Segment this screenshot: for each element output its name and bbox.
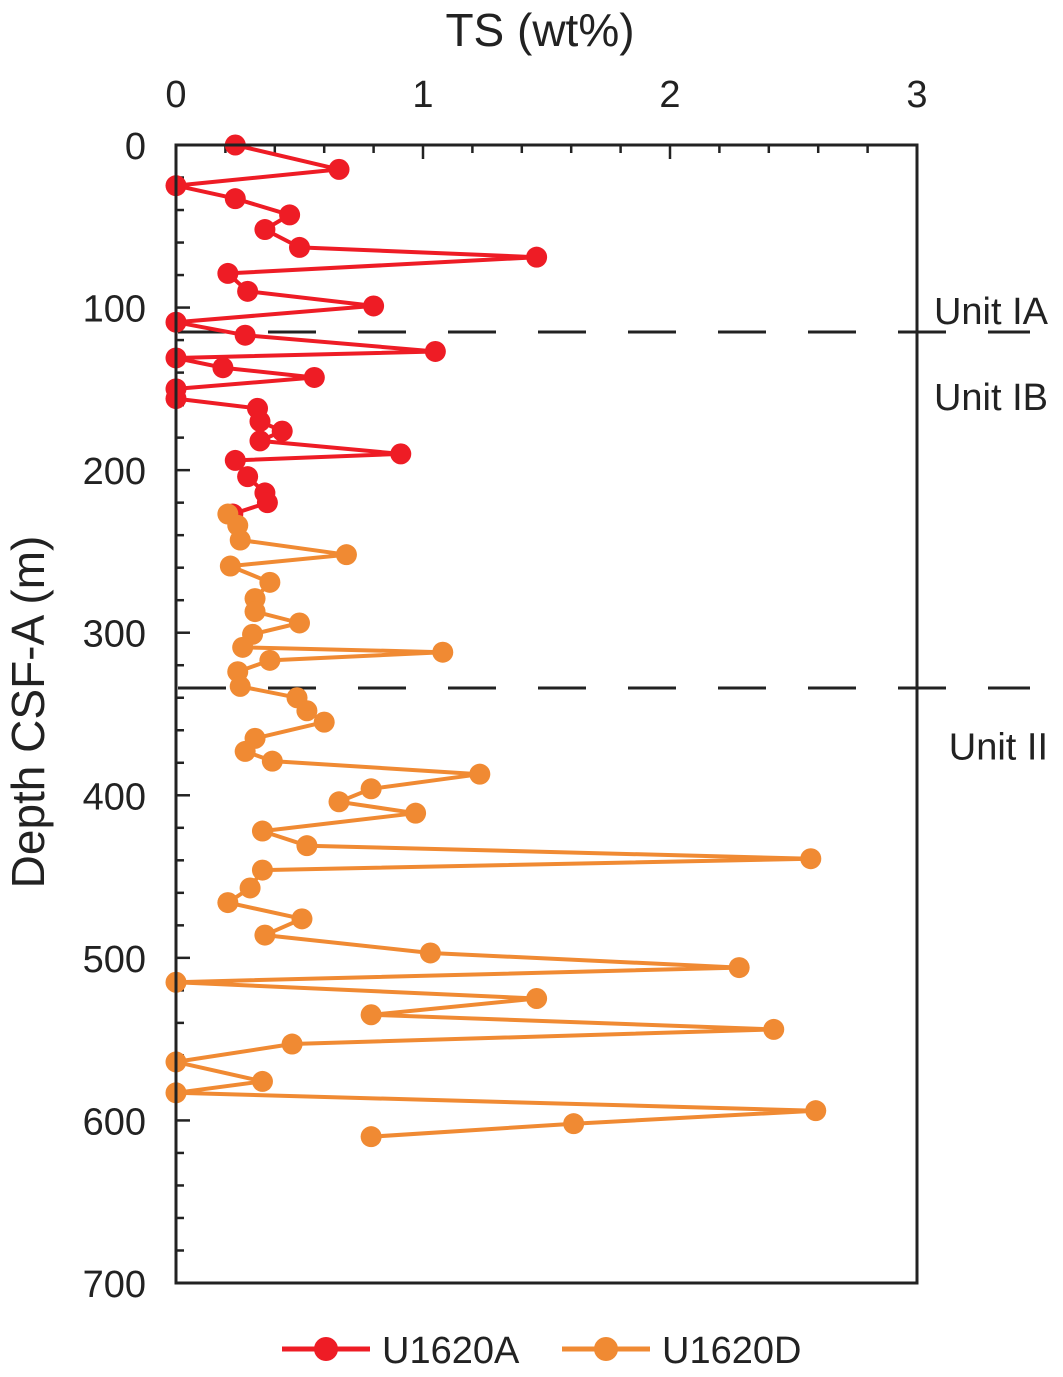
data-point — [360, 1126, 382, 1148]
unit-label: Unit IB — [934, 377, 1048, 419]
unit-label: Unit II — [949, 727, 1048, 769]
data-point — [234, 740, 256, 762]
y-tick-label: 600 — [83, 1101, 146, 1143]
data-point — [271, 420, 293, 442]
plot-frame — [174, 143, 919, 1285]
data-point — [360, 1004, 382, 1026]
x-tick-label: 0 — [165, 74, 186, 116]
data-point — [217, 262, 239, 284]
data-point — [224, 449, 246, 471]
data-point — [335, 544, 357, 566]
data-point — [363, 295, 385, 317]
legend-marker — [594, 1337, 618, 1361]
series-u1620a — [165, 134, 548, 525]
legend-label: U1620A — [382, 1330, 520, 1372]
data-point — [249, 430, 271, 452]
data-point — [251, 859, 273, 881]
data-point — [405, 802, 427, 824]
data-point — [254, 924, 276, 946]
data-point — [432, 641, 454, 663]
x-tick-label: 3 — [906, 74, 927, 116]
data-point — [229, 675, 251, 697]
y-axis-title: Depth CSF-A (m) — [2, 536, 54, 889]
data-point — [237, 280, 259, 302]
data-point — [259, 649, 281, 671]
unit-labels: Unit IA Unit IB Unit II — [934, 291, 1049, 769]
data-point — [244, 601, 266, 623]
data-point — [212, 357, 234, 379]
data-point — [390, 443, 412, 465]
x-axis-title: TS (wt%) — [445, 4, 634, 56]
data-point — [279, 204, 301, 226]
data-point — [249, 410, 271, 432]
data-point — [229, 529, 251, 551]
data-point — [328, 158, 350, 180]
series-u1620d — [165, 503, 827, 1148]
data-point — [289, 236, 310, 258]
y-axis: 0 100 200 300 400 500 600 700 — [83, 126, 190, 1306]
data-point — [526, 246, 548, 268]
data-point — [289, 612, 310, 634]
data-point — [800, 848, 822, 870]
legend-label: U1620D — [662, 1330, 801, 1372]
data-point — [251, 1070, 273, 1092]
data-point — [296, 835, 318, 857]
data-point — [313, 711, 335, 733]
data-point — [224, 188, 246, 210]
series-layer — [165, 134, 827, 1148]
data-point — [728, 957, 750, 979]
data-point — [254, 219, 276, 241]
unit-boundaries — [178, 330, 1030, 690]
data-point — [281, 1033, 303, 1055]
data-point — [328, 791, 350, 813]
y-tick-label: 300 — [83, 614, 146, 656]
data-point — [805, 1100, 827, 1122]
data-point — [251, 820, 273, 842]
legend-marker — [314, 1337, 338, 1361]
y-tick-label: 0 — [125, 126, 146, 168]
data-point — [303, 366, 325, 388]
data-point — [469, 763, 491, 785]
data-point — [360, 778, 382, 800]
data-point — [419, 942, 441, 964]
data-point — [259, 571, 281, 593]
x-tick-label: 2 — [659, 74, 680, 116]
data-point — [261, 750, 283, 772]
data-point — [234, 324, 256, 346]
y-tick-label: 100 — [83, 289, 146, 331]
series-line — [174, 512, 818, 1139]
data-point — [763, 1018, 785, 1040]
data-point — [563, 1113, 585, 1135]
y-tick-label: 400 — [83, 776, 146, 818]
data-point — [424, 340, 446, 362]
data-point — [526, 988, 548, 1009]
legend: U1620A U1620D — [282, 1330, 801, 1372]
data-point — [291, 908, 313, 930]
y-tick-label: 200 — [83, 451, 146, 493]
data-point — [232, 636, 254, 658]
data-point — [256, 492, 278, 514]
x-tick-label: 1 — [412, 74, 433, 116]
data-point — [217, 892, 239, 914]
data-point — [219, 555, 241, 577]
data-point — [296, 700, 318, 722]
y-tick-label: 700 — [83, 1264, 146, 1306]
y-tick-label: 500 — [83, 939, 146, 981]
data-point — [237, 466, 259, 488]
data-point — [239, 877, 261, 899]
unit-label: Unit IA — [934, 291, 1049, 333]
